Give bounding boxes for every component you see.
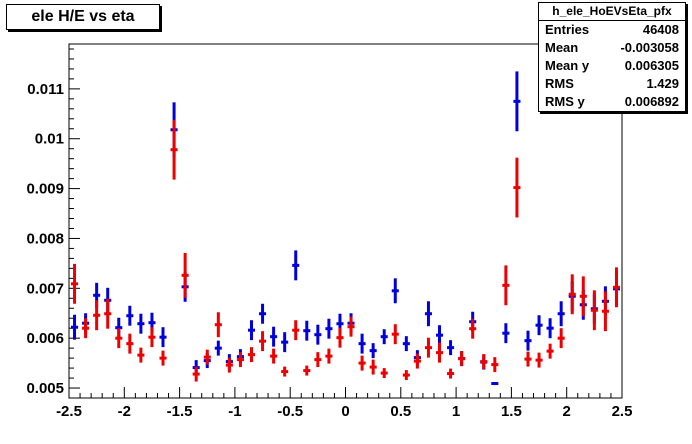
x-tick-label: -1 [228, 403, 241, 420]
stats-row-rms-y: RMS y 0.006892 [539, 93, 685, 111]
x-tick-label: 2.5 [612, 403, 633, 420]
stats-label: Mean y [545, 58, 590, 73]
stats-histogram-name: h_ele_HoEVsEta_pfx [539, 3, 685, 21]
stats-label: Mean [545, 40, 579, 55]
x-tick-label: 1 [452, 403, 460, 420]
stats-row-mean: Mean -0.003058 [539, 39, 685, 57]
stats-label: RMS y [545, 94, 585, 109]
stats-row-rms: RMS 1.429 [539, 75, 685, 93]
x-tick-label: -0.5 [277, 403, 303, 420]
stats-value: 0.006305 [624, 58, 679, 73]
x-tick-label: -2 [118, 403, 131, 420]
stats-value: 1.429 [646, 76, 679, 91]
stats-row-entries: Entries 46408 [539, 21, 685, 39]
x-tick-label: 0.5 [390, 403, 411, 420]
y-tick-label: 0.006 [26, 330, 64, 347]
x-tick-label: 1.5 [501, 403, 522, 420]
x-tick-label: 2 [563, 403, 571, 420]
stats-label: RMS [545, 76, 574, 91]
stats-value: -0.003058 [620, 40, 679, 55]
stats-label: Entries [545, 22, 590, 37]
y-tick-label: 0.005 [26, 380, 64, 397]
y-tick-label: 0.008 [26, 230, 64, 247]
stats-value: 46408 [642, 22, 679, 37]
stats-row-mean-y: Mean y 0.006305 [539, 57, 685, 75]
plot-layer: -2.5 -2 -1.5 -1 -0.5 0 0.5 1 1.5 2 2.5 0.005 0.006 0.… [26, 43, 633, 420]
x-tick-label: 0 [341, 403, 349, 420]
y-tick-label: 0.007 [26, 280, 64, 297]
chart-title: ele H/E vs eta [6, 4, 160, 30]
y-tick-label: 0.011 [27, 81, 64, 98]
stats-value: 0.006892 [624, 94, 679, 109]
x-tick-label: -1.5 [167, 403, 193, 420]
y-tick-label: 0.009 [26, 181, 64, 198]
stats-box: h_ele_HoEVsEta_pfx Entries 46408 Mean -0… [538, 2, 686, 112]
x-tick-label: -2.5 [56, 403, 82, 420]
y-tick-label: 0.01 [35, 131, 64, 148]
